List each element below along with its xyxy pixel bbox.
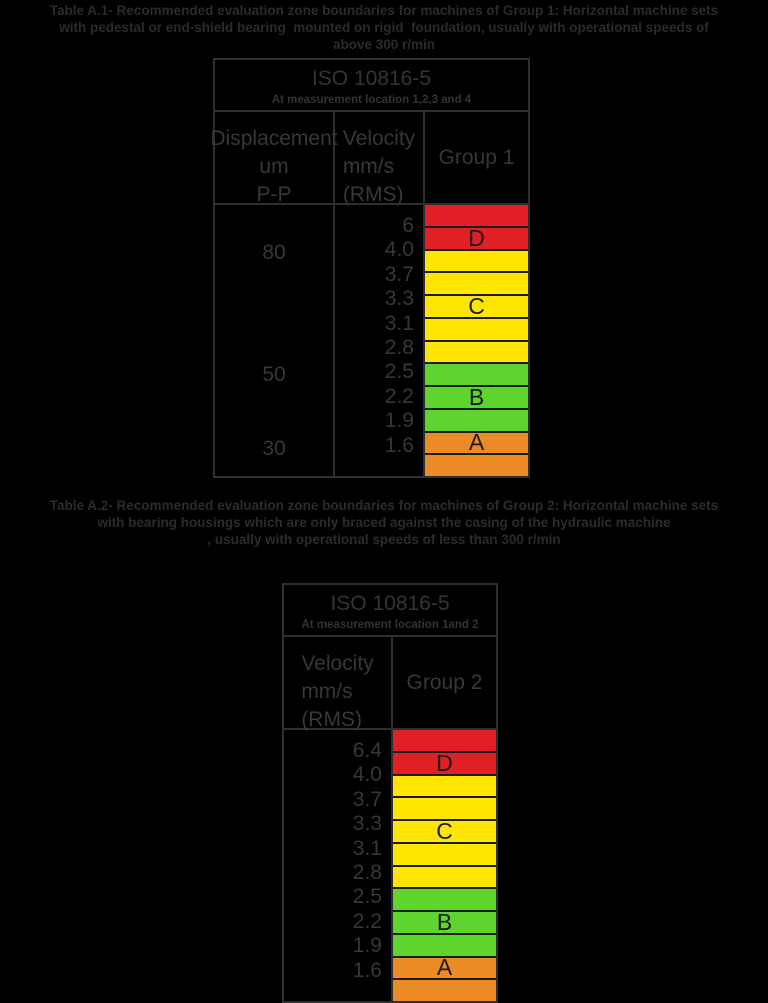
zone-band-c <box>425 271 528 294</box>
zone-band-a <box>425 453 528 476</box>
zone-band-d <box>393 730 496 751</box>
velocity-boundary-value: 2.5 <box>352 885 382 909</box>
velocity-boundary-value: 2.8 <box>352 861 382 884</box>
caption-line: with bearing housings which are only bra… <box>97 515 671 530</box>
zone-letter-b: B <box>468 383 485 410</box>
standard-title: ISO 10816-5 <box>330 592 450 615</box>
caption-line: Table A.2- Recommended evaluation zone b… <box>49 498 719 513</box>
measurement-location-note: At measurement location 1,2,3 and 4 <box>271 94 472 106</box>
velocity-boundary-value: 4.0 <box>384 238 414 262</box>
velocity-column: Velocity mm/s (RMS) 6 4.0 3.7 3.3 3.1 2.8 2.5 2.2… <box>335 112 425 476</box>
velocity-boundary-value: 1.9 <box>384 409 414 433</box>
displacement-column: Displacement um P-P 80 50 30 <box>210 112 338 476</box>
header-line: (RMS) <box>342 183 404 206</box>
velocity-boundary-value: 3.7 <box>384 262 414 286</box>
zone-band-c <box>425 248 528 272</box>
zone-band-c <box>425 316 528 340</box>
table-a1-header: ISO 10816-5 At measurement location 1,2,… <box>215 60 528 112</box>
velocity-boundary-value: 1.6 <box>384 433 414 457</box>
zone-band-a <box>393 978 496 1001</box>
velocity-boundary-value: 3.1 <box>384 311 414 335</box>
velocity-boundary-value: 1.6 <box>352 958 382 982</box>
zone-band-d <box>425 205 528 226</box>
header-line: Velocity <box>301 652 374 675</box>
velocity-boundary-value: 4.0 <box>352 763 382 787</box>
displacement-boundary-value: 30 <box>262 436 286 460</box>
zone-band-d: D <box>425 224 528 251</box>
velocity-boundary-value: 2.5 <box>384 360 414 384</box>
velocity-column: Velocity mm/s (RMS) 6.4 4.0 3.7 3.3 3.1 2.8 2.5 2… <box>284 637 393 1001</box>
velocity-boundary-value: 6 <box>402 214 414 237</box>
zone-band-a: A <box>425 429 528 456</box>
header-line: mm/s <box>301 680 353 703</box>
zone-band-c <box>393 773 496 797</box>
table-a2-header: ISO 10816-5 At measurement location 1and… <box>284 585 496 637</box>
header-line: P-P <box>256 183 292 206</box>
caption-line: , usually with operational speeds of les… <box>207 532 561 547</box>
velocity-boundary-value: 6.4 <box>352 739 382 762</box>
velocity-boundary-value: 3.3 <box>384 287 414 311</box>
column-header-group1: Group 1 <box>425 112 528 205</box>
zone-band-d: D <box>393 749 496 776</box>
velocity-boundary-value: 3.1 <box>352 836 382 860</box>
caption-line: with pedestal or end-shield bearing moun… <box>59 20 709 35</box>
zone-letter-a: A <box>468 429 485 456</box>
zone-band-a: A <box>393 954 496 981</box>
zone-letter-b: B <box>436 908 453 935</box>
zone-band-b <box>393 887 496 910</box>
velocity-boundary-value: 2.2 <box>352 909 382 933</box>
velocity-boundary-value: 2.8 <box>384 336 414 359</box>
header-line: Velocity <box>342 127 416 150</box>
zone-band-c: C <box>425 292 528 319</box>
zone-letter-c: C <box>436 817 453 844</box>
zone-band-c <box>393 864 496 888</box>
zone-band-b <box>425 407 528 431</box>
zone-band-b: B <box>425 383 528 410</box>
header-line: mm/s <box>342 155 395 178</box>
zone-band-b <box>425 362 528 385</box>
zone-letter-d: D <box>436 749 453 776</box>
column-header-displacement: Displacement um P-P <box>210 112 337 206</box>
velocity-boundary-value: 3.3 <box>352 812 382 836</box>
velocity-scale: 6.4 4.0 3.7 3.3 3.1 2.8 2.5 2.2 1.9 1.6 <box>284 730 391 1001</box>
velocity-boundary-value: 2.2 <box>384 384 414 408</box>
zone-letter-c: C <box>468 292 485 319</box>
zone-letter-a: A <box>436 954 453 981</box>
displacement-boundary-value: 50 <box>262 363 286 387</box>
iso-table-group1: ISO 10816-5 At measurement location 1,2,… <box>210 58 530 478</box>
zone-band-c <box>425 339 528 363</box>
column-header-velocity: Velocity mm/s (RMS) <box>335 112 423 206</box>
table-a1-caption: Table A.1- Recommended evaluation zone b… <box>0 2 768 53</box>
header-line: um <box>259 155 289 178</box>
displacement-scale: 80 50 30 <box>215 205 333 476</box>
iso-table-group2: ISO 10816-5 At measurement location 1and… <box>282 583 498 1003</box>
velocity-boundary-value: 3.7 <box>352 787 382 811</box>
header-line: Group 2 <box>406 670 483 694</box>
table-a2-caption: Table A.2- Recommended evaluation zone b… <box>0 497 768 548</box>
zone-band-c <box>393 841 496 865</box>
velocity-boundary-value: 1.9 <box>352 934 382 958</box>
caption-line: above 300 r/min <box>332 37 436 52</box>
displacement-boundary-value: 80 <box>262 241 286 265</box>
header-line: Group 1 <box>438 145 515 169</box>
column-header-group2: Group 2 <box>393 637 496 730</box>
zone-band-c <box>393 796 496 819</box>
zone-letter-d: D <box>468 224 485 251</box>
column-header-velocity: Velocity mm/s (RMS) <box>284 637 391 731</box>
caption-line: Table A.1- Recommended evaluation zone b… <box>49 3 719 18</box>
standard-title: ISO 10816-5 <box>311 67 432 90</box>
header-line: (RMS) <box>301 708 362 731</box>
zone-band-c: C <box>393 817 496 844</box>
measurement-location-note: At measurement location 1and 2 <box>301 619 479 631</box>
header-line: Displacement <box>210 127 338 150</box>
velocity-scale: 6 4.0 3.7 3.3 3.1 2.8 2.5 2.2 1.9 1.6 <box>335 205 423 476</box>
zone-band-b <box>393 932 496 956</box>
zone-band-b: B <box>393 908 496 935</box>
